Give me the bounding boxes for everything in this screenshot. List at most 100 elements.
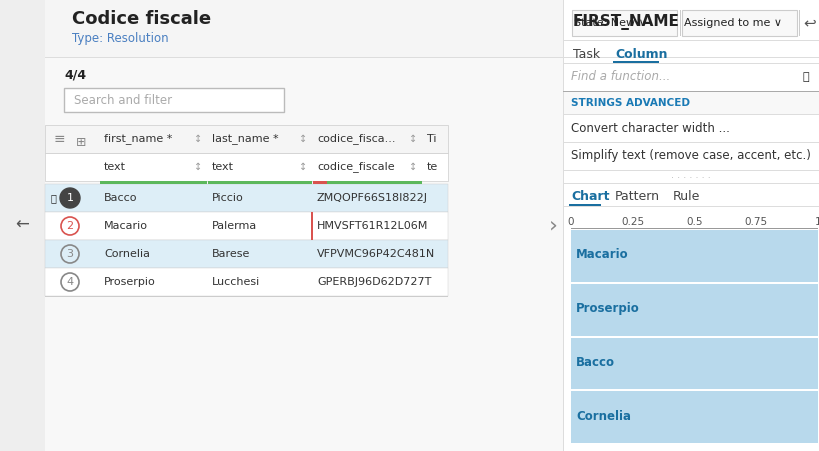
Text: first_name *: first_name * bbox=[104, 133, 172, 144]
Text: 3: 3 bbox=[66, 249, 74, 259]
Text: Macario: Macario bbox=[104, 221, 147, 231]
Bar bbox=[45, 184, 447, 212]
Text: ↕: ↕ bbox=[194, 134, 201, 144]
Bar bbox=[570, 228, 817, 229]
Bar bbox=[45, 296, 447, 297]
Text: Cornelia: Cornelia bbox=[104, 249, 150, 259]
Bar bbox=[45, 240, 447, 268]
Text: Piccio: Piccio bbox=[212, 193, 243, 203]
Bar bbox=[100, 181, 206, 184]
Text: codice_fisca...: codice_fisca... bbox=[317, 133, 395, 144]
Text: Find a function...: Find a function... bbox=[570, 70, 669, 83]
Bar bbox=[45, 212, 447, 240]
Bar bbox=[310, 212, 313, 240]
Text: VFPVMC96P42C481N: VFPVMC96P42C481N bbox=[317, 249, 435, 259]
Bar bbox=[613, 61, 658, 63]
Bar bbox=[64, 88, 283, 112]
Text: te: te bbox=[427, 162, 437, 172]
Bar bbox=[563, 40, 819, 41]
Text: 0: 0 bbox=[567, 217, 573, 227]
Text: Codice fiscale: Codice fiscale bbox=[72, 10, 210, 28]
Text: 2: 2 bbox=[66, 221, 74, 231]
Text: 0.5: 0.5 bbox=[686, 217, 702, 227]
Text: ›: › bbox=[548, 215, 557, 235]
Bar bbox=[570, 230, 817, 282]
Bar bbox=[570, 284, 817, 336]
Bar bbox=[572, 10, 676, 36]
Bar bbox=[563, 143, 819, 170]
Text: Bacco: Bacco bbox=[575, 356, 614, 369]
Text: Ti: Ti bbox=[427, 134, 436, 144]
Text: Search and filter: Search and filter bbox=[74, 93, 172, 106]
Bar bbox=[570, 391, 817, 443]
Bar bbox=[563, 142, 819, 143]
Text: ↕: ↕ bbox=[409, 162, 417, 172]
Text: Lucchesi: Lucchesi bbox=[212, 277, 260, 287]
Text: 4: 4 bbox=[66, 277, 74, 287]
Bar bbox=[0, 0, 45, 451]
Bar bbox=[45, 0, 564, 58]
Text: STRINGS ADVANCED: STRINGS ADVANCED bbox=[570, 98, 689, 108]
Text: HMVSFT61R12L06M: HMVSFT61R12L06M bbox=[317, 221, 428, 231]
Text: Convert character width ...: Convert character width ... bbox=[570, 121, 729, 134]
Text: State: New ∨: State: New ∨ bbox=[573, 18, 646, 28]
Text: Task: Task bbox=[572, 49, 600, 61]
Text: 1: 1 bbox=[814, 217, 819, 227]
Text: ≡: ≡ bbox=[53, 132, 65, 146]
Circle shape bbox=[60, 188, 80, 208]
Bar bbox=[798, 10, 799, 36]
Bar bbox=[45, 58, 564, 451]
Bar bbox=[681, 10, 796, 36]
Bar bbox=[313, 181, 327, 184]
Text: 🔍: 🔍 bbox=[802, 72, 808, 82]
Text: Type: Resolution: Type: Resolution bbox=[72, 32, 169, 45]
Text: ↩: ↩ bbox=[803, 15, 816, 31]
Text: · · · · · · ·: · · · · · · · bbox=[670, 173, 710, 183]
Text: 0.75: 0.75 bbox=[744, 217, 767, 227]
Text: Cornelia: Cornelia bbox=[575, 410, 631, 423]
Bar bbox=[208, 181, 311, 184]
Text: Column: Column bbox=[614, 49, 667, 61]
Bar bbox=[563, 0, 819, 451]
Text: Bacco: Bacco bbox=[104, 193, 138, 203]
Bar bbox=[45, 125, 447, 153]
Text: GPERBJ96D62D727T: GPERBJ96D62D727T bbox=[317, 277, 431, 287]
Bar bbox=[563, 63, 819, 64]
Text: Pattern: Pattern bbox=[614, 190, 659, 203]
Text: Rule: Rule bbox=[672, 190, 699, 203]
Text: Chart: Chart bbox=[570, 190, 609, 203]
Bar bbox=[563, 91, 819, 92]
Text: ↕: ↕ bbox=[409, 134, 417, 144]
Bar bbox=[563, 115, 819, 142]
Text: Barese: Barese bbox=[212, 249, 250, 259]
Bar bbox=[45, 268, 447, 296]
Bar bbox=[568, 204, 600, 206]
Text: ⊞: ⊞ bbox=[75, 137, 86, 149]
Text: text: text bbox=[104, 162, 126, 172]
Bar bbox=[327, 181, 422, 184]
Text: Macario: Macario bbox=[575, 249, 628, 262]
Bar bbox=[563, 183, 819, 184]
Text: 1: 1 bbox=[66, 193, 74, 203]
Text: ↕: ↕ bbox=[299, 162, 306, 172]
Bar bbox=[45, 153, 447, 181]
Text: Proserpio: Proserpio bbox=[104, 277, 156, 287]
Text: text: text bbox=[212, 162, 233, 172]
Text: FIRST_NAME: FIRST_NAME bbox=[572, 14, 679, 30]
Text: ←: ← bbox=[15, 216, 29, 234]
Text: ↕: ↕ bbox=[299, 134, 306, 144]
Bar bbox=[570, 337, 817, 389]
Bar bbox=[563, 92, 819, 114]
Bar bbox=[563, 64, 819, 91]
Text: Simplify text (remove case, accent, etc.): Simplify text (remove case, accent, etc.… bbox=[570, 149, 810, 162]
Bar bbox=[563, 170, 819, 171]
Text: ↕: ↕ bbox=[194, 162, 201, 172]
Text: 🔒: 🔒 bbox=[50, 193, 56, 203]
Text: Assigned to me ∨: Assigned to me ∨ bbox=[683, 18, 781, 28]
Bar bbox=[563, 206, 819, 207]
Bar bbox=[45, 57, 819, 58]
Text: last_name *: last_name * bbox=[212, 133, 278, 144]
Text: Palerma: Palerma bbox=[212, 221, 257, 231]
Text: codice_fiscale: codice_fiscale bbox=[317, 161, 394, 172]
Bar bbox=[563, 114, 819, 115]
